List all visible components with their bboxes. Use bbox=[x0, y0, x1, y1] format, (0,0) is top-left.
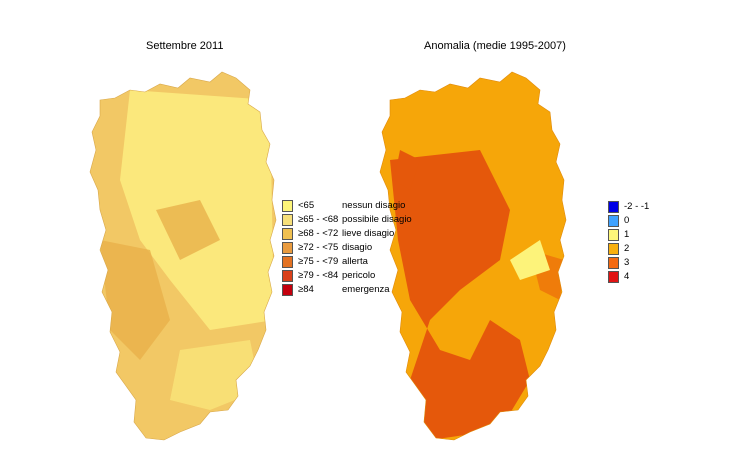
map-title-left: Settembre 2011 bbox=[146, 40, 223, 52]
legend-label: allerta bbox=[342, 256, 368, 268]
map-title-right: Anomalia (medie 1995-2007) bbox=[424, 40, 566, 52]
legend-range: ≥75 - <79 bbox=[298, 256, 338, 268]
legend-value: 4 bbox=[624, 271, 629, 283]
legend-value: 3 bbox=[624, 257, 629, 269]
legend-range: ≥84 bbox=[298, 284, 314, 296]
legend-value: -2 - -1 bbox=[624, 201, 649, 213]
legend-swatch bbox=[282, 284, 293, 296]
sardinia-map-left bbox=[60, 60, 290, 450]
legend-label: emergenza bbox=[342, 284, 390, 296]
legend-value: 0 bbox=[624, 215, 629, 227]
legend-swatch bbox=[282, 200, 293, 212]
legend-label: possibile disagio bbox=[342, 214, 412, 226]
legend-swatch bbox=[282, 228, 293, 240]
legend-label: disagio bbox=[342, 242, 372, 254]
legend-swatch bbox=[608, 229, 619, 241]
legend-swatch bbox=[282, 242, 293, 254]
legend-label: nessun disagio bbox=[342, 200, 405, 212]
legend-swatch bbox=[608, 215, 619, 227]
legend-swatch bbox=[608, 243, 619, 255]
legend-range: ≥68 - <72 bbox=[298, 228, 338, 240]
legend-range: ≥65 - <68 bbox=[298, 214, 338, 226]
legend-swatch bbox=[608, 257, 619, 269]
legend-value: 1 bbox=[624, 229, 629, 241]
legend-left: <65 nessun disagio ≥65 - <68 possibile d… bbox=[282, 200, 422, 300]
legend-swatch bbox=[282, 214, 293, 226]
legend-swatch bbox=[608, 271, 619, 283]
legend-label: lieve disagio bbox=[342, 228, 394, 240]
legend-value: 2 bbox=[624, 243, 629, 255]
legend-range: <65 bbox=[298, 200, 314, 212]
legend-swatch bbox=[282, 256, 293, 268]
legend-swatch bbox=[282, 270, 293, 282]
legend-right: -2 - -1 0 1 2 3 4 bbox=[608, 201, 678, 285]
legend-label: pericolo bbox=[342, 270, 375, 282]
legend-range: ≥79 - <84 bbox=[298, 270, 338, 282]
legend-range: ≥72 - <75 bbox=[298, 242, 338, 254]
legend-swatch bbox=[608, 201, 619, 213]
